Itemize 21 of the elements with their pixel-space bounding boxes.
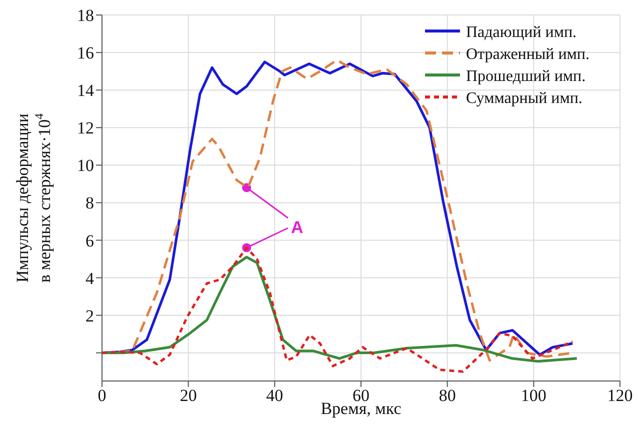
annotation: A <box>291 218 304 237</box>
y-tick-label: 18 <box>77 6 94 26</box>
legend-label: Суммарный имп. <box>466 90 582 107</box>
x-tick-label: 100 <box>520 386 546 406</box>
y-tick-label: 6 <box>86 231 94 250</box>
y-tick-label: 4 <box>86 268 94 288</box>
legend-label: Падающий имп. <box>466 24 577 41</box>
y-tick-label: 12 <box>77 118 94 138</box>
x-tick-label: 40 <box>266 386 284 406</box>
x-tick-label: 120 <box>607 386 633 406</box>
y-tick-label: 2 <box>86 306 94 326</box>
y-tick-label: 10 <box>77 156 94 176</box>
x-tick-label: 60 <box>352 386 370 406</box>
legend-label: Прошедший имп. <box>466 68 586 85</box>
x-tick-label: 80 <box>438 386 456 406</box>
x-tick-label: 20 <box>180 386 197 406</box>
legend-label: Отраженный имп. <box>466 46 590 63</box>
y-tick-label: 8 <box>86 194 94 213</box>
y-tick-label: 14 <box>77 81 94 100</box>
y-tick-label: 16 <box>77 44 94 63</box>
x-tick-label: 0 <box>98 386 106 406</box>
